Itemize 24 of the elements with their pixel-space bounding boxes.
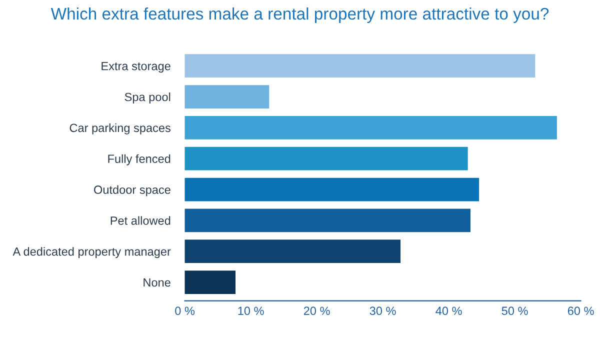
y-tick-label: Pet allowed bbox=[110, 216, 170, 225]
bar bbox=[184, 146, 468, 170]
x-tick-label: 40 % bbox=[436, 306, 462, 316]
bar bbox=[184, 208, 470, 232]
x-tick-label: 60 % bbox=[568, 306, 594, 316]
y-tick-label: None bbox=[144, 278, 170, 287]
bar bbox=[184, 240, 401, 264]
chart-title: Which extra features make a rental property more attractive to you? bbox=[50, 7, 549, 23]
bar bbox=[184, 54, 536, 78]
y-tick-label: Spa pool bbox=[124, 92, 170, 104]
x-tick-label: 10 % bbox=[238, 306, 264, 316]
y-tick-label: Fully fenced bbox=[108, 154, 170, 166]
y-tick-label: Extra storage bbox=[102, 62, 170, 73]
x-tick-label: 30 % bbox=[370, 306, 396, 316]
x-tick-label: 50 % bbox=[502, 306, 528, 316]
y-tick-label: Outdoor space bbox=[94, 185, 170, 196]
bar bbox=[184, 85, 270, 108]
bar bbox=[184, 178, 480, 202]
x-tick-label: 0 % bbox=[175, 306, 195, 316]
bar bbox=[184, 270, 236, 294]
bar bbox=[184, 116, 557, 140]
y-tick-label: A dedicated property manager bbox=[12, 247, 171, 258]
y-tick-label: Car parking spaces bbox=[70, 123, 170, 134]
x-tick-label: 20 % bbox=[304, 306, 330, 316]
